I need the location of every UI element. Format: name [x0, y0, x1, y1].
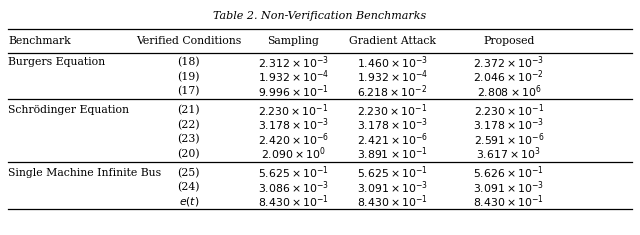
Text: $3.891 \times 10^{-1}$: $3.891 \times 10^{-1}$: [357, 146, 428, 162]
Text: (21): (21): [177, 105, 200, 115]
Text: (25): (25): [177, 168, 200, 178]
Text: Verified Conditions: Verified Conditions: [136, 36, 241, 46]
Text: $3.617 \times 10^{3}$: $3.617 \times 10^{3}$: [476, 146, 541, 162]
Text: $5.625 \times 10^{-1}$: $5.625 \times 10^{-1}$: [357, 164, 428, 181]
Text: $2.312 \times 10^{-3}$: $2.312 \times 10^{-3}$: [257, 54, 329, 70]
Text: $3.091 \times 10^{-3}$: $3.091 \times 10^{-3}$: [356, 179, 428, 196]
Text: $2.230 \times 10^{-1}$: $2.230 \times 10^{-1}$: [357, 102, 428, 118]
Text: Proposed: Proposed: [483, 36, 534, 46]
Text: $1.460 \times 10^{-3}$: $1.460 \times 10^{-3}$: [356, 54, 428, 70]
Text: $1.932 \times 10^{-4}$: $1.932 \times 10^{-4}$: [257, 69, 329, 85]
Text: $9.996 \times 10^{-1}$: $9.996 \times 10^{-1}$: [258, 83, 328, 100]
Text: $8.430 \times 10^{-1}$: $8.430 \times 10^{-1}$: [258, 194, 328, 210]
Text: Burgers Equation: Burgers Equation: [8, 57, 106, 67]
Text: $1.932 \times 10^{-4}$: $1.932 \times 10^{-4}$: [356, 69, 428, 85]
Text: Gradient Attack: Gradient Attack: [349, 36, 436, 46]
Text: $2.420 \times 10^{-6}$: $2.420 \times 10^{-6}$: [257, 131, 329, 148]
Text: $3.178 \times 10^{-3}$: $3.178 \times 10^{-3}$: [257, 117, 329, 133]
Text: Table 2. Non-Verification Benchmarks: Table 2. Non-Verification Benchmarks: [213, 11, 427, 21]
Text: $2.591 \times 10^{-6}$: $2.591 \times 10^{-6}$: [474, 131, 544, 148]
Text: Schrödinger Equation: Schrödinger Equation: [8, 105, 129, 115]
Text: Sampling: Sampling: [267, 36, 319, 46]
Text: (23): (23): [177, 134, 200, 145]
Text: $8.430 \times 10^{-1}$: $8.430 \times 10^{-1}$: [474, 194, 544, 210]
Text: (22): (22): [177, 120, 200, 130]
Text: (18): (18): [177, 57, 200, 67]
Text: $e(t)$: $e(t)$: [179, 195, 199, 208]
Text: (20): (20): [177, 149, 200, 159]
Text: $2.230 \times 10^{-1}$: $2.230 \times 10^{-1}$: [258, 102, 328, 118]
Text: $5.626 \times 10^{-1}$: $5.626 \times 10^{-1}$: [474, 164, 544, 181]
Text: Benchmark: Benchmark: [8, 36, 71, 46]
Text: $3.178 \times 10^{-3}$: $3.178 \times 10^{-3}$: [356, 117, 428, 133]
Text: $2.046 \times 10^{-2}$: $2.046 \times 10^{-2}$: [474, 69, 544, 85]
Text: $2.421 \times 10^{-6}$: $2.421 \times 10^{-6}$: [356, 131, 428, 148]
Text: (19): (19): [177, 72, 200, 82]
Text: $2.090 \times 10^{0}$: $2.090 \times 10^{0}$: [260, 146, 326, 162]
Text: $5.625 \times 10^{-1}$: $5.625 \times 10^{-1}$: [258, 164, 328, 181]
Text: $3.178 \times 10^{-3}$: $3.178 \times 10^{-3}$: [473, 117, 545, 133]
Text: $8.430 \times 10^{-1}$: $8.430 \times 10^{-1}$: [357, 194, 428, 210]
Text: $6.218 \times 10^{-2}$: $6.218 \times 10^{-2}$: [357, 83, 428, 100]
Text: Single Machine Infinite Bus: Single Machine Infinite Bus: [8, 168, 161, 178]
Text: $3.091 \times 10^{-3}$: $3.091 \times 10^{-3}$: [473, 179, 545, 196]
Text: $2.808 \times 10^{6}$: $2.808 \times 10^{6}$: [477, 83, 541, 100]
Text: $3.086 \times 10^{-3}$: $3.086 \times 10^{-3}$: [257, 179, 329, 196]
Text: $2.230 \times 10^{-1}$: $2.230 \times 10^{-1}$: [474, 102, 544, 118]
Text: (24): (24): [177, 182, 200, 192]
Text: $2.372 \times 10^{-3}$: $2.372 \times 10^{-3}$: [473, 54, 545, 70]
Text: (17): (17): [177, 86, 200, 97]
